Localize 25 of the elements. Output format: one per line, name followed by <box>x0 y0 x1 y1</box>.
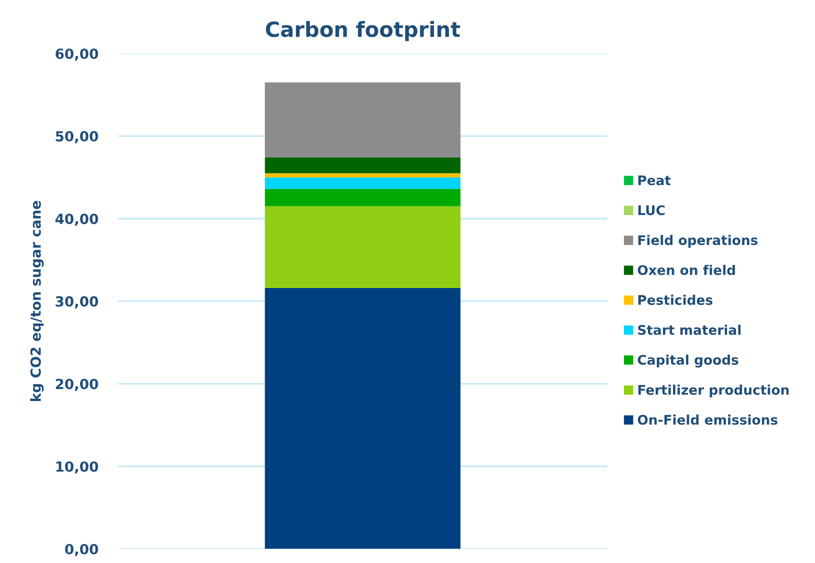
y-tick-label: 20,00 <box>56 378 98 392</box>
y-tick-label: 40,00 <box>55 214 98 226</box>
legend-label: Pesticides <box>638 294 712 305</box>
y-tick-label: 10,00 <box>56 461 98 474</box>
bar <box>264 158 460 174</box>
bar <box>264 173 460 178</box>
y-axis-title: kg CO2 eq/ton sugar cane <box>30 200 44 401</box>
bar <box>264 188 460 206</box>
legend-label: On-Field emissions <box>638 414 778 425</box>
bar <box>264 177 460 189</box>
legend-label: Start material <box>638 324 741 335</box>
legend-label: Oxen on field <box>638 264 735 276</box>
y-tick-label: 0,00 <box>65 544 98 556</box>
bar <box>264 288 460 549</box>
legend-label: LUC <box>638 205 665 216</box>
chart-title: Carbon footprint <box>266 20 460 42</box>
y-tick-label: 50,00 <box>56 131 98 144</box>
legend-label: Peat <box>638 175 671 186</box>
legend-label: Fertilizer production <box>638 384 789 398</box>
legend-label: Capital goods <box>638 354 738 368</box>
y-tick-label: 30,00 <box>56 296 98 308</box>
bar <box>264 82 460 158</box>
y-tick-label: 60,00 <box>56 48 98 61</box>
legend-label: Field operations <box>638 234 758 248</box>
bar <box>264 206 460 288</box>
